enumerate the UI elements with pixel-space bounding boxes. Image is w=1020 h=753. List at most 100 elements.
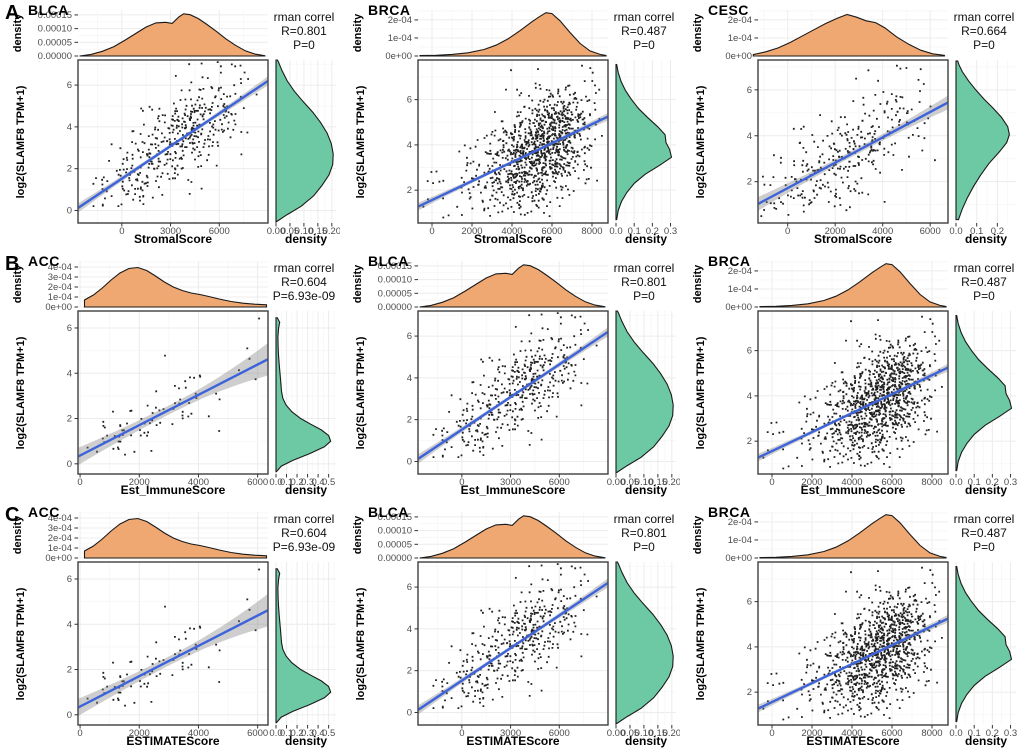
y-tick-label: 6 [67, 80, 72, 91]
y-tick-label: 0 [67, 205, 72, 216]
x-axis-title: Est_ImmuneScore [801, 483, 906, 497]
panel-title: BRCA [708, 253, 750, 269]
correlation-r-value: R=0.487 [621, 24, 667, 38]
regression-line [418, 115, 608, 208]
right-density-tick-label: 0.1 [968, 477, 981, 488]
top-density-tick-label: 0.00010 [38, 24, 72, 35]
correlation-r-value: R=0.487 [961, 275, 1007, 289]
right-density-axis-title: density [285, 734, 327, 748]
right-density-tick-label: 0.1 [280, 477, 293, 488]
correlation-method-label: rman correl [954, 10, 1015, 24]
y-tick-label: 6 [747, 85, 752, 96]
x-tick-label: 6000 [209, 226, 230, 237]
right-density-tick-label: 0.0 [269, 728, 282, 739]
correlation-panel-B3: 2e-04 1e-04 0e+00 2 4 6 0 2000 4000 6000 8000 0.0 0.… [680, 251, 1020, 502]
panel-title: ACC [28, 504, 60, 520]
correlation-p-value: P=0 [633, 540, 655, 554]
right-density-tick-label: 0.20 [323, 226, 340, 237]
x-axis-title: StromalScore [134, 232, 212, 246]
correlation-panel-A1: 0.00015 0.00010 0.00005 0.00000 0 2 4 6 0 3000 600… [0, 0, 340, 251]
right-density-curve [955, 60, 1010, 221]
scatter-points [432, 312, 598, 458]
right-density-tick-label: 0.05 [621, 477, 640, 488]
regression-line [418, 330, 608, 460]
plot-graphics: 0.00015 0.00010 0.00005 0.00000 0 2 4 6 0 3000 600… [38, 10, 340, 237]
x-tick-label: 2000 [461, 226, 482, 237]
x-axis-title: Est_ImmuneScore [121, 483, 226, 497]
y-tick-label: 0 [67, 710, 72, 721]
top-density-tick-label: 1e-04 [728, 33, 752, 44]
correlation-r-value: R=0.487 [961, 526, 1007, 540]
y-tick-label: 2 [407, 415, 412, 426]
right-density-tick-label: 0.3 [301, 477, 314, 488]
y-axis-title: log2(SLAMF8 TPM+1) [355, 85, 367, 198]
correlation-r-value: R=0.604 [281, 526, 327, 540]
right-density-tick-label: 0.2 [991, 226, 1004, 237]
x-tick-label: 6000 [549, 477, 570, 488]
right-density-tick-label: 0.1 [968, 728, 981, 739]
correlation-panel-A3: 2e-04 1e-04 0e+00 2 4 6 0 2000 4000 6000 0.0 0.1 0.2… [680, 0, 1020, 251]
scatter-border [757, 561, 949, 726]
scatter-points [432, 563, 598, 709]
x-tick-label: 6000 [247, 477, 268, 488]
top-density-tick-label: 3e-04 [48, 523, 72, 534]
right-density-tick-label: 0.20 [663, 728, 680, 739]
right-density-tick-label: 0.2 [646, 226, 659, 237]
x-axis-title: StromalScore [814, 232, 892, 246]
panel-title: BLCA [368, 253, 409, 269]
right-density-tick-label: 0.0 [269, 477, 282, 488]
right-density-tick-label: 0.2 [290, 477, 303, 488]
x-tick-label: 4000 [841, 477, 862, 488]
scatter-border [757, 310, 949, 475]
right-density-curve [615, 310, 674, 475]
correlation-panel-C3: 2e-04 1e-04 0e+00 2 4 6 0 2000 4000 6000 8000 0.0 0.… [680, 502, 1020, 753]
right-density-tick-label: 0.4 [311, 477, 324, 488]
top-density-axis-title: density [12, 13, 24, 52]
correlation-r-value: R=0.664 [961, 24, 1007, 38]
y-tick-label: 2 [407, 185, 412, 196]
x-tick-label: 6000 [549, 728, 570, 739]
right-density-curve [615, 63, 673, 221]
right-density-tick-label: 0.20 [663, 477, 680, 488]
right-density-curve [955, 565, 1013, 723]
y-axis-title: log2(SLAMF8 TPM+1) [15, 85, 27, 198]
y-axis-title: log2(SLAMF8 TPM+1) [355, 587, 367, 700]
y-tick-label: 4 [67, 122, 72, 133]
correlation-panel-B2: 0.00015 0.00010 0.00005 0.00000 0 2 4 6 0 3000 600… [340, 251, 680, 502]
right-density-tick-label: 0.1 [628, 226, 641, 237]
y-tick-label: 2 [747, 177, 752, 188]
top-density-tick-label: 0e+00 [725, 553, 752, 564]
top-density-tick-label: 0.00000 [38, 51, 72, 62]
top-density-axis-title: density [692, 264, 704, 303]
x-tick-label: 2000 [801, 728, 822, 739]
correlation-r-value: R=0.801 [621, 526, 667, 540]
x-tick-label: 6000 [920, 226, 941, 237]
y-tick-label: 6 [747, 597, 752, 608]
y-tick-label: 2 [67, 164, 72, 175]
panel-title: BLCA [368, 504, 409, 520]
x-tick-label: 6000 [247, 728, 268, 739]
right-density-axis-title: density [625, 734, 667, 748]
top-density-curve [419, 264, 606, 308]
right-density-curve [955, 314, 1013, 472]
scatter-border [77, 561, 269, 726]
top-density-tick-label: 2e-04 [728, 15, 752, 26]
panel-title: CESC [708, 2, 749, 18]
y-axis-title: log2(SLAMF8 TPM+1) [695, 85, 707, 198]
right-density-curve [275, 59, 334, 224]
top-density-tick-label: 0e+00 [725, 51, 752, 62]
top-density-curve [759, 514, 947, 559]
x-tick-label: 0 [769, 728, 774, 739]
row-letter: B [5, 253, 19, 275]
top-density-curve [752, 13, 945, 57]
correlation-method-label: rman correl [274, 10, 335, 24]
top-density-tick-label: 0.00005 [378, 288, 412, 299]
top-density-tick-label: 0.00010 [378, 275, 412, 286]
x-tick-label: 3000 [500, 728, 521, 739]
regression-line [758, 617, 948, 710]
scatter-border [77, 59, 269, 224]
y-axis-title: log2(SLAMF8 TPM+1) [15, 336, 27, 449]
correlation-r-value: R=0.801 [281, 24, 327, 38]
